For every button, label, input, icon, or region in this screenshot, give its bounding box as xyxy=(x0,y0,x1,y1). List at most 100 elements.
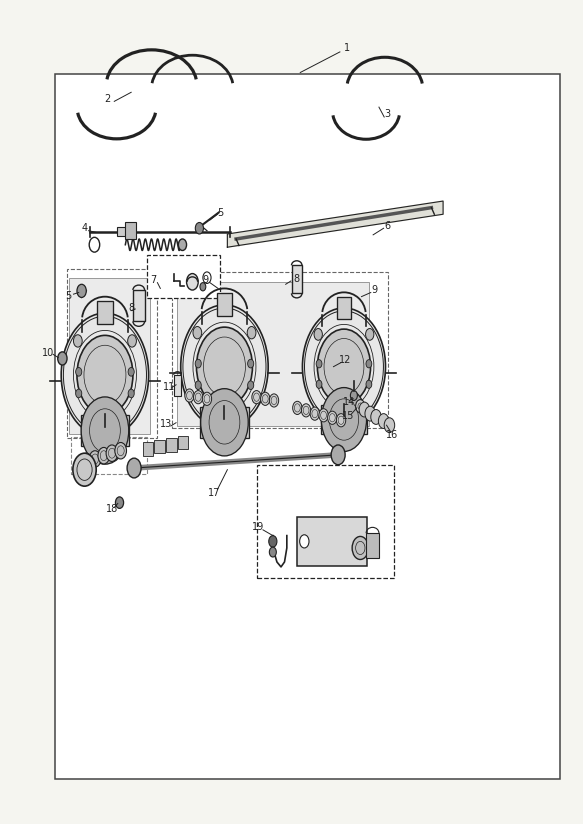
Circle shape xyxy=(77,284,86,297)
Circle shape xyxy=(319,409,328,422)
Circle shape xyxy=(195,222,203,234)
Circle shape xyxy=(314,329,322,340)
Text: 9: 9 xyxy=(372,285,378,295)
Circle shape xyxy=(331,445,345,465)
Text: 2: 2 xyxy=(105,94,111,104)
Bar xyxy=(125,222,136,239)
Circle shape xyxy=(128,389,134,398)
Bar xyxy=(166,438,177,452)
Circle shape xyxy=(352,536,368,559)
Circle shape xyxy=(316,359,322,368)
Bar xyxy=(143,442,153,456)
Circle shape xyxy=(194,391,203,404)
Circle shape xyxy=(247,326,256,339)
Bar xyxy=(147,255,220,298)
Text: 17: 17 xyxy=(208,488,221,498)
Circle shape xyxy=(300,535,309,548)
Bar xyxy=(67,269,157,438)
Text: 1: 1 xyxy=(344,43,350,53)
Bar xyxy=(69,278,150,434)
Bar xyxy=(257,465,394,578)
Text: 3: 3 xyxy=(385,109,391,119)
Circle shape xyxy=(365,406,375,421)
Text: 12: 12 xyxy=(339,355,352,365)
Circle shape xyxy=(195,381,201,390)
Circle shape xyxy=(200,283,206,291)
Text: 13: 13 xyxy=(160,419,173,429)
Text: 5: 5 xyxy=(66,291,72,301)
Circle shape xyxy=(293,401,302,414)
Circle shape xyxy=(301,404,311,417)
Bar xyxy=(154,440,165,453)
Circle shape xyxy=(77,335,133,414)
Circle shape xyxy=(196,327,252,406)
Circle shape xyxy=(269,536,277,547)
Circle shape xyxy=(181,305,268,428)
Circle shape xyxy=(89,451,101,467)
Circle shape xyxy=(128,368,134,376)
Bar xyxy=(297,517,367,566)
Circle shape xyxy=(269,547,276,557)
Circle shape xyxy=(193,326,202,339)
Text: 8: 8 xyxy=(128,303,134,313)
Text: 14: 14 xyxy=(342,397,355,407)
Circle shape xyxy=(202,392,212,405)
Circle shape xyxy=(350,391,357,400)
Circle shape xyxy=(317,329,371,405)
Circle shape xyxy=(252,391,261,404)
Bar xyxy=(366,533,379,558)
Bar xyxy=(117,227,134,236)
Polygon shape xyxy=(227,201,443,247)
Circle shape xyxy=(359,402,370,417)
Circle shape xyxy=(106,445,118,461)
Text: 19: 19 xyxy=(252,522,265,532)
Text: 7: 7 xyxy=(150,275,156,285)
Text: 11: 11 xyxy=(163,382,175,392)
Bar xyxy=(81,415,129,446)
Circle shape xyxy=(269,394,279,407)
Text: 4: 4 xyxy=(82,223,87,233)
Circle shape xyxy=(115,442,127,459)
Text: 6: 6 xyxy=(385,221,391,231)
Text: 5: 5 xyxy=(217,208,223,218)
Bar xyxy=(97,301,113,325)
Circle shape xyxy=(195,359,201,368)
Circle shape xyxy=(81,397,129,464)
Circle shape xyxy=(336,414,346,427)
Bar xyxy=(201,407,248,438)
Text: 9: 9 xyxy=(202,275,208,285)
Circle shape xyxy=(178,239,187,250)
Circle shape xyxy=(261,392,270,405)
Circle shape xyxy=(98,447,110,464)
Bar xyxy=(178,436,188,449)
Text: 10: 10 xyxy=(41,348,54,358)
Circle shape xyxy=(76,368,82,376)
Text: 15: 15 xyxy=(342,411,355,421)
Circle shape xyxy=(366,359,372,368)
Bar xyxy=(172,272,388,428)
Circle shape xyxy=(371,410,381,424)
Circle shape xyxy=(61,313,149,437)
Bar xyxy=(321,405,367,434)
Circle shape xyxy=(316,380,322,388)
Circle shape xyxy=(185,389,194,402)
Bar xyxy=(292,265,302,293)
Bar xyxy=(55,74,560,779)
Bar xyxy=(71,437,147,474)
Circle shape xyxy=(248,381,254,390)
Circle shape xyxy=(303,308,385,425)
Circle shape xyxy=(127,458,141,478)
Circle shape xyxy=(328,411,337,424)
Bar xyxy=(217,293,232,316)
Circle shape xyxy=(76,389,82,398)
Circle shape xyxy=(187,274,198,290)
Text: 8: 8 xyxy=(293,274,299,283)
Circle shape xyxy=(115,497,124,508)
Bar xyxy=(174,375,181,396)
Text: 16: 16 xyxy=(385,430,398,440)
Circle shape xyxy=(378,414,389,428)
Circle shape xyxy=(201,389,248,456)
Bar xyxy=(337,297,351,319)
Circle shape xyxy=(384,418,395,433)
Circle shape xyxy=(366,329,374,340)
